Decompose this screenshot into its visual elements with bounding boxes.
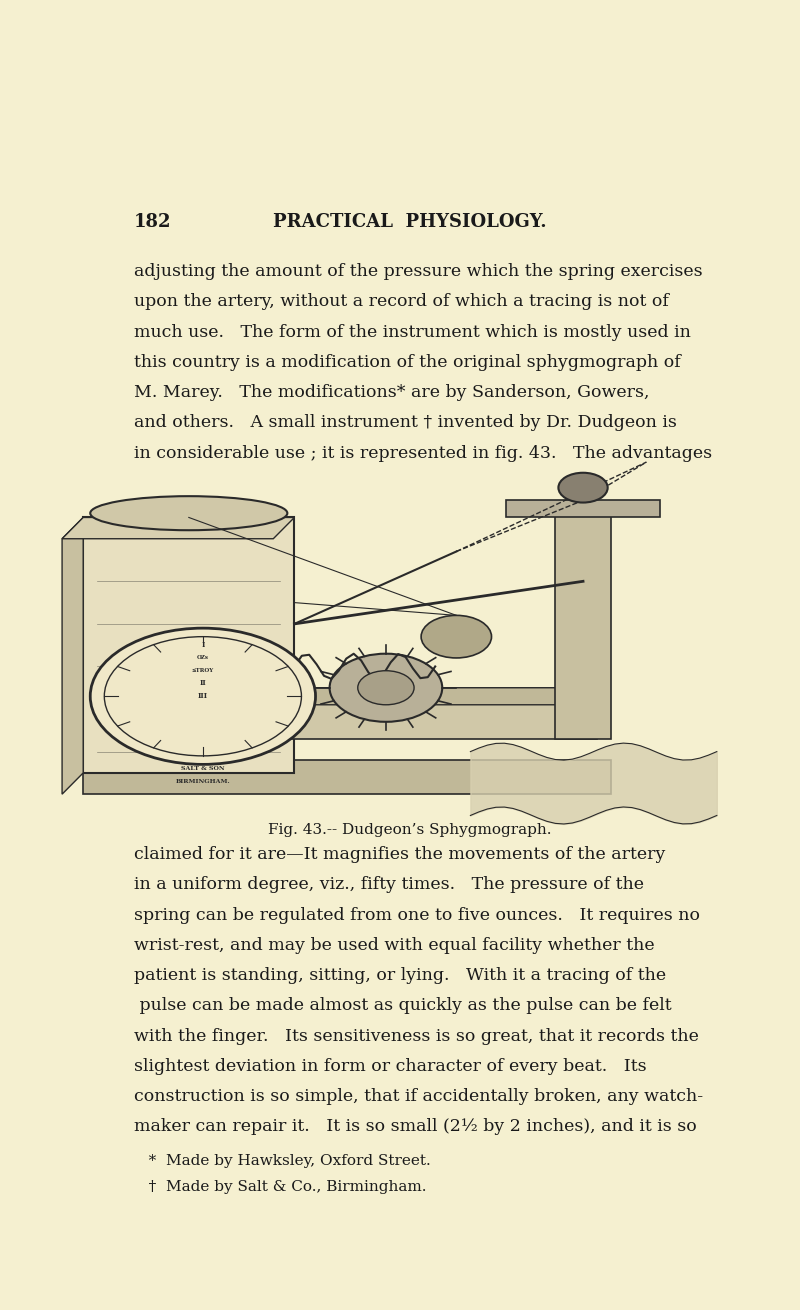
Text: ≤TROY: ≤TROY bbox=[192, 668, 214, 673]
Text: claimed for it are—It magnifies the movements of the artery: claimed for it are—It magnifies the move… bbox=[134, 846, 666, 863]
Text: BIRMINGHAM.: BIRMINGHAM. bbox=[175, 779, 230, 783]
Bar bbox=[83, 760, 611, 794]
Circle shape bbox=[358, 671, 414, 705]
Text: this country is a modification of the original sphygmograph of: this country is a modification of the or… bbox=[134, 354, 681, 371]
Circle shape bbox=[104, 637, 302, 756]
Text: wrist-rest, and may be used with equal facility whether the: wrist-rest, and may be used with equal f… bbox=[134, 937, 654, 954]
Text: patient is standing, sitting, or lying.   With it a tracing of the: patient is standing, sitting, or lying. … bbox=[134, 967, 666, 984]
Text: *  Made by Hawksley, Oxford Street.: * Made by Hawksley, Oxford Street. bbox=[134, 1154, 431, 1167]
Text: construction is so simple, that if accidentally broken, any watch-: construction is so simple, that if accid… bbox=[134, 1089, 703, 1106]
Text: †  Made by Salt & Co., Birmingham.: † Made by Salt & Co., Birmingham. bbox=[134, 1179, 426, 1193]
Text: and others.   A small instrument † invented by Dr. Dudgeon is: and others. A small instrument † invente… bbox=[134, 414, 677, 431]
Circle shape bbox=[330, 654, 442, 722]
Text: in a uniform degree, viz., fifty times.   The pressure of the: in a uniform degree, viz., fifty times. … bbox=[134, 876, 644, 893]
Text: 182: 182 bbox=[134, 212, 171, 231]
Polygon shape bbox=[62, 517, 83, 794]
Text: much use.   The form of the instrument which is mostly used in: much use. The form of the instrument whi… bbox=[134, 324, 691, 341]
Text: in considerable use ; it is represented in fig. 43.   The advantages: in considerable use ; it is represented … bbox=[134, 444, 712, 461]
Text: spring can be regulated from one to five ounces.   It requires no: spring can be regulated from one to five… bbox=[134, 907, 700, 924]
Text: SALT & SON: SALT & SON bbox=[181, 766, 225, 772]
Ellipse shape bbox=[90, 496, 287, 531]
Text: III: III bbox=[198, 692, 208, 701]
Text: II: II bbox=[199, 680, 206, 688]
Polygon shape bbox=[259, 688, 597, 705]
Bar bbox=[506, 500, 661, 517]
Text: with the finger.   Its sensitiveness is so great, that it records the: with the finger. Its sensitiveness is so… bbox=[134, 1028, 699, 1044]
Text: pulse can be made almost as quickly as the pulse can be felt: pulse can be made almost as quickly as t… bbox=[134, 997, 672, 1014]
Text: slightest deviation in form or character of every beat.   Its: slightest deviation in form or character… bbox=[134, 1058, 646, 1076]
Bar bbox=[555, 504, 611, 739]
Text: upon the artery, without a record of which a tracing is not of: upon the artery, without a record of whi… bbox=[134, 293, 669, 310]
Bar bbox=[83, 517, 294, 773]
Text: M. Marey.   The modifications* are by Sanderson, Gowers,: M. Marey. The modifications* are by Sand… bbox=[134, 384, 650, 401]
Text: Fig. 43.-- Dudgeon’s Sphygmograph.: Fig. 43.-- Dudgeon’s Sphygmograph. bbox=[268, 823, 552, 837]
Text: I: I bbox=[201, 641, 205, 650]
Text: adjusting the amount of the pressure which the spring exercises: adjusting the amount of the pressure whi… bbox=[134, 263, 702, 280]
Text: PRACTICAL  PHYSIOLOGY.: PRACTICAL PHYSIOLOGY. bbox=[273, 212, 547, 231]
Circle shape bbox=[558, 473, 608, 503]
Circle shape bbox=[421, 616, 491, 658]
Polygon shape bbox=[62, 517, 294, 538]
Circle shape bbox=[90, 629, 315, 765]
Text: maker can repair it.   It is so small (2½ by 2 inches), and it is so: maker can repair it. It is so small (2½ … bbox=[134, 1119, 697, 1136]
Bar bbox=[280, 688, 597, 739]
Text: OZs: OZs bbox=[197, 655, 209, 660]
